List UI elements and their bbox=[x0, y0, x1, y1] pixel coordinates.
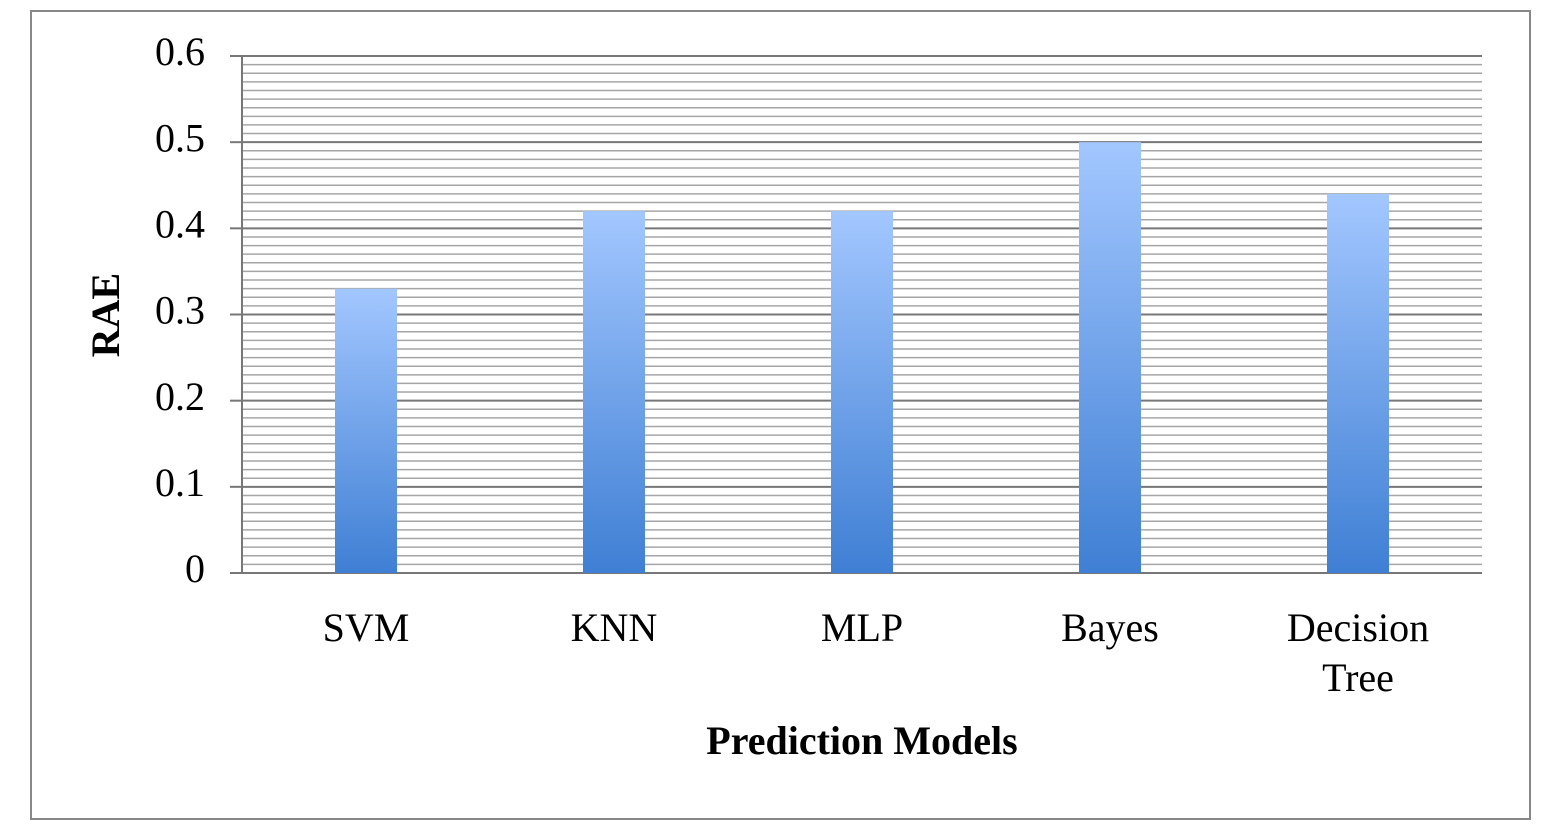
x-tick-label: MLP bbox=[820, 605, 904, 650]
y-tick-label: 0.3 bbox=[155, 288, 205, 333]
y-axis-title: RAE bbox=[83, 273, 128, 357]
y-tick-label: 0 bbox=[185, 546, 205, 591]
y-tick-label: 0.5 bbox=[155, 115, 205, 160]
bar bbox=[1079, 142, 1141, 573]
bar bbox=[335, 288, 397, 573]
x-tick-label: Decision Tree bbox=[1286, 605, 1430, 700]
x-tick-label: KNN bbox=[570, 605, 658, 650]
y-tick-label: 0.2 bbox=[155, 374, 205, 419]
bar bbox=[583, 211, 645, 573]
x-tick-label: Bayes bbox=[1061, 605, 1159, 650]
x-axis-title: Prediction Models bbox=[706, 718, 1017, 763]
bar bbox=[1327, 193, 1389, 573]
bar bbox=[831, 211, 893, 573]
y-tick-label: 0.6 bbox=[155, 29, 205, 74]
y-tick-label: 0.4 bbox=[155, 202, 205, 247]
y-tick-label: 0.1 bbox=[155, 460, 205, 505]
x-tick-label: SVM bbox=[322, 605, 410, 650]
chart-border bbox=[30, 10, 1531, 820]
